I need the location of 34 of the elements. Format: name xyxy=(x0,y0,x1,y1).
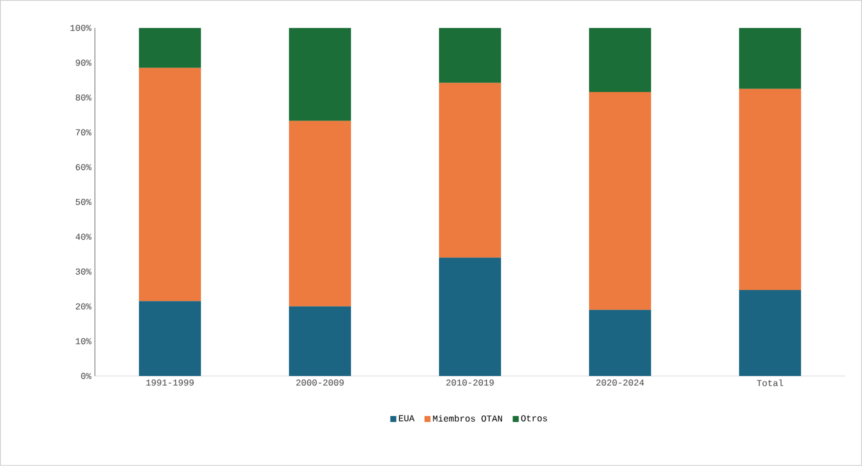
bar xyxy=(439,258,502,376)
x-tick-label: 1991-1999 xyxy=(146,380,194,386)
bar xyxy=(739,28,802,89)
x-tick-label: Total xyxy=(756,380,784,386)
legend-label: Otros xyxy=(521,415,547,422)
legend-label: EUA xyxy=(398,415,414,422)
bar xyxy=(739,88,802,290)
x-tick-label: 2000-2009 xyxy=(296,380,344,386)
legend-label: Miembros OTAN xyxy=(433,415,502,422)
y-tick-label: 100% xyxy=(70,24,92,32)
bar xyxy=(138,301,201,376)
y-tick-label: 10% xyxy=(76,338,92,344)
bar xyxy=(439,28,502,83)
bar xyxy=(439,82,502,258)
y-tick-label: 50% xyxy=(76,198,92,206)
y-tick-label: 20% xyxy=(76,303,92,310)
bar xyxy=(138,28,201,68)
y-tick-label: 80% xyxy=(76,94,92,101)
bar xyxy=(589,92,652,310)
bar xyxy=(288,120,351,306)
y-tick-label: 90% xyxy=(76,60,92,66)
y-tick-label: 0% xyxy=(81,372,92,380)
bar xyxy=(589,310,652,376)
y-tick-label: 30% xyxy=(76,268,92,275)
bar xyxy=(288,306,351,376)
bar xyxy=(138,68,201,302)
bar xyxy=(589,28,652,92)
y-tick-label: 60% xyxy=(76,164,92,170)
x-tick-label: 2010-2019 xyxy=(446,380,494,386)
x-tick-label: 2020-2024 xyxy=(596,380,644,386)
bar xyxy=(739,290,802,376)
y-tick-label: 40% xyxy=(76,234,92,240)
bar xyxy=(288,28,351,121)
y-tick-label: 70% xyxy=(76,129,92,136)
